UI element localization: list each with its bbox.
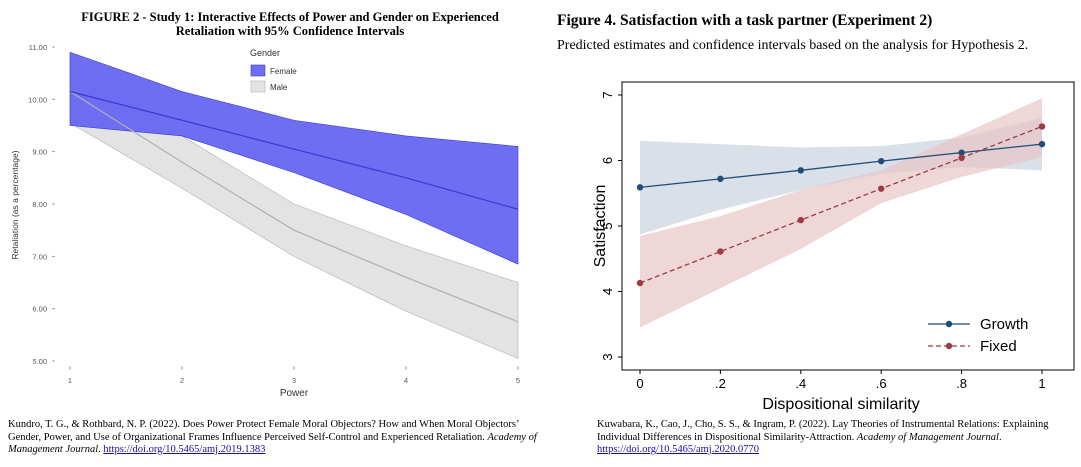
fixed-point (1038, 123, 1046, 130)
right-x-axis-label: Dispositional similarity (762, 396, 919, 413)
left-citation: Kundro, T. G., & Rothbard, N. P. (2022).… (8, 419, 538, 457)
left-legend-title: Gender (250, 48, 280, 58)
right-x-tick-label: .6 (876, 376, 887, 391)
left-x-axis-label: Power (280, 388, 309, 399)
left-x-tick-label: 4 (404, 376, 408, 385)
right-y-tick-label: 3 (600, 353, 615, 360)
growth-line (639, 143, 1043, 189)
left-citation-sep: . (98, 444, 104, 455)
right-figure-title: Figure 4. Satisfaction with a task partn… (557, 12, 933, 29)
fixed-ci-band (640, 98, 1042, 328)
fixed-point (958, 154, 965, 162)
right-y-axis-label: Satisfaction (592, 185, 609, 268)
legend-swatch-female (250, 64, 266, 77)
growth-point (636, 184, 644, 191)
growth-point (797, 167, 804, 174)
left-chart: 5.00 6.00 7.00 8.00 9.00 10.00 11.00 1 2 3 4 5 Power… (10, 43, 520, 399)
left-y-axis-label: Retaliation (as a percentage) (10, 150, 20, 259)
left-title-line1: FIGURE 2 - Study 1: Interactive Effects … (81, 10, 499, 24)
left-y-tick-label: 8.00 (32, 200, 47, 209)
right-chart: 3 4 5 6 7 0 .2 .4 .6 .8 1 Dispositional similarity S… (592, 81, 1075, 413)
left-x-tick-label: 3 (292, 376, 296, 385)
right-x-tick-label: 1 (1038, 376, 1045, 391)
right-y-tick-label: 7 (600, 91, 615, 98)
right-y-tick-label: 4 (600, 288, 615, 295)
left-y-tick-label: 5.00 (32, 357, 47, 366)
right-y-tick-label: 6 (600, 157, 615, 164)
legend-label-female: Female (270, 67, 297, 76)
legend-label-fixed: Fixed (980, 338, 1017, 355)
right-x-tick-label: .4 (795, 376, 806, 391)
left-y-tick-label: 11.00 (29, 43, 47, 52)
legend-label-growth: Growth (980, 316, 1028, 333)
right-citation-sep: . (998, 431, 1002, 443)
right-figure: Figure 4. Satisfaction with a task partn… (540, 0, 1081, 467)
growth-point (878, 157, 885, 165)
fixed-point (636, 279, 644, 287)
fixed-point (797, 216, 804, 224)
left-title-line2: Retaliation with 95% Confidence Interval… (175, 24, 405, 38)
right-x-tick-label: 0 (636, 376, 643, 391)
growth-point (1038, 140, 1046, 148)
legend-marker-fixed (945, 342, 953, 350)
legend-label-male: Male (270, 83, 288, 92)
right-x-tick-label: .2 (715, 376, 726, 391)
left-y-tick-label: 7.00 (32, 252, 47, 261)
right-citation-text: Kuwabara, K., Cao, J., Cho, S. S., & Ing… (597, 419, 1049, 443)
growth-point (958, 149, 965, 156)
left-citation-link[interactable]: https://doi.org/10.5465/amj.2019.1383 (103, 444, 266, 455)
left-figure: FIGURE 2 - Study 1: Interactive Effects … (0, 0, 540, 467)
right-y-tick-label: 5 (600, 222, 615, 229)
male-line (69, 90, 519, 323)
fixed-point (717, 248, 724, 255)
left-y-tick-label: 9.00 (32, 148, 47, 157)
legend-swatch-male (250, 80, 266, 93)
growth-point (717, 175, 724, 183)
right-figure-subtitle: Predicted estimates and confidence inter… (557, 38, 1029, 53)
left-x-tick-label: 1 (68, 376, 72, 385)
right-x-tick-label: .8 (956, 376, 967, 391)
male-ci-band (69, 56, 519, 359)
right-citation-journal: Academy of Management Journal (856, 431, 999, 443)
left-citation-journal: Academy of Management Journal (8, 431, 537, 456)
left-citation-text: Kundro, T. G., & Rothbard, N. P. (2022).… (8, 419, 519, 443)
fixed-point (878, 185, 885, 192)
female-ci-band (69, 51, 519, 265)
left-x-tick-label: 5 (516, 376, 520, 385)
left-y-tick-label: 6.00 (32, 305, 47, 314)
left-y-tick-label: 10.00 (28, 95, 47, 104)
legend-marker-growth (945, 320, 953, 328)
female-line (69, 90, 519, 210)
left-figure-title: FIGURE 2 - Study 1: Interactive Effects … (40, 10, 540, 38)
right-citation: Kuwabara, K., Cao, J., Cho, S. S., & Ing… (597, 419, 1077, 457)
right-citation-link[interactable]: https://doi.org/10.5465/amj.2020.0770 (597, 444, 759, 455)
left-x-tick-label: 2 (180, 376, 184, 385)
